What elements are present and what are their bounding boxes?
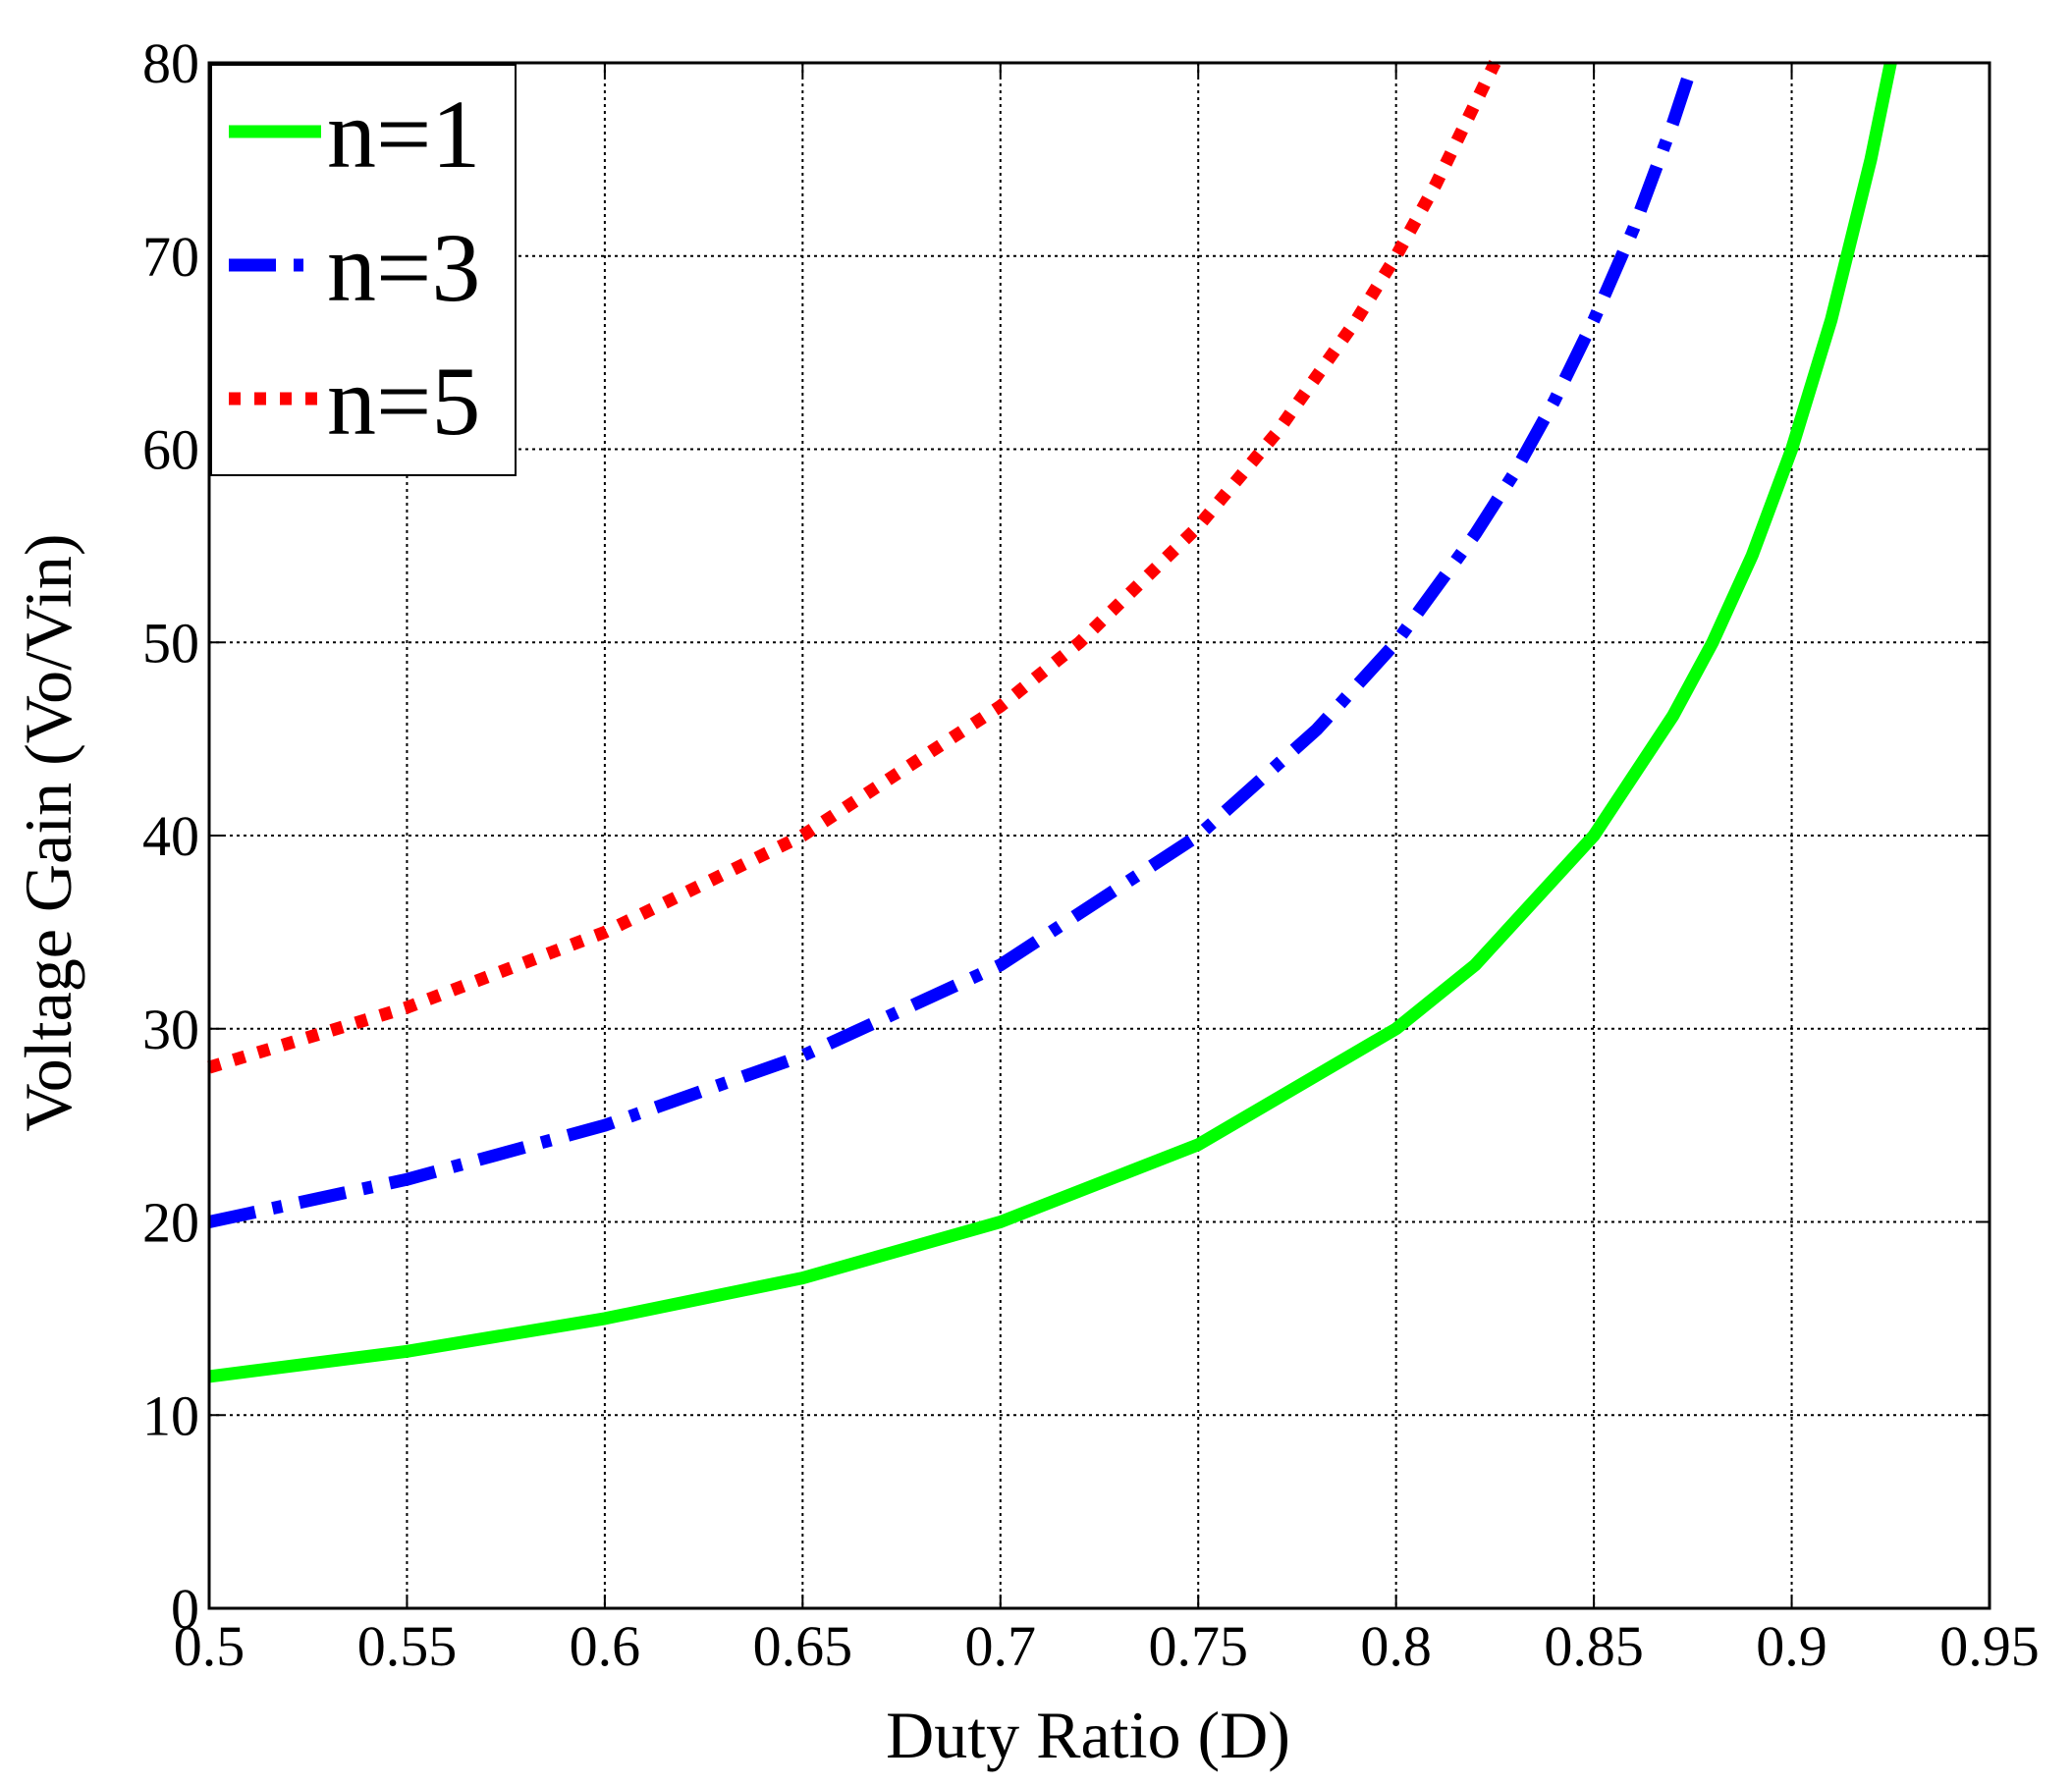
y-tick-label: 60 — [142, 418, 199, 482]
plot-frame — [207, 61, 1991, 1610]
legend-label: n=3 — [327, 213, 480, 322]
x-axis-label: Duty Ratio (D) — [886, 1698, 1290, 1772]
y-axis-label: Voltage Gain (Vo/Vin) — [11, 533, 85, 1131]
y-tick-labels: 0 10 20 30 40 50 60 70 80 — [142, 31, 199, 1641]
x-tick-label: 0.55 — [357, 1614, 458, 1678]
y-tick-label: 70 — [142, 225, 199, 289]
y-tick-label: 0 — [171, 1577, 199, 1641]
x-tick-label: 0.7 — [965, 1614, 1037, 1678]
x-tick-label: 0.5 — [174, 1614, 245, 1678]
series-line-n3 — [207, 60, 1699, 1228]
legend-label: n=1 — [327, 80, 480, 189]
x-tick-label: 0.75 — [1148, 1614, 1248, 1678]
x-tick-label: 0.9 — [1756, 1614, 1827, 1678]
y-tick-label: 80 — [142, 31, 199, 95]
x-tick-label: 0.8 — [1360, 1614, 1432, 1678]
series-line-n5 — [207, 60, 1501, 1074]
y-tick-label: 20 — [142, 1191, 199, 1255]
series-line-n1 — [208, 61, 1897, 1383]
x-tick-label: 0.85 — [1544, 1614, 1644, 1678]
x-tick-labels: 0.5 0.55 0.6 0.65 0.7 0.75 0.8 0.85 0.9 0.95 — [174, 1614, 2040, 1678]
x-tick-label: 0.95 — [1939, 1614, 2040, 1678]
x-tick-label: 0.6 — [570, 1614, 641, 1678]
y-tick-label: 30 — [142, 998, 199, 1061]
y-tick-label: 40 — [142, 804, 199, 868]
legend: n=1 n=3 n=5 — [210, 64, 517, 476]
y-tick-label: 50 — [142, 611, 199, 675]
y-tick-label: 10 — [142, 1383, 199, 1447]
data-series — [207, 60, 1897, 1383]
legend-label: n=5 — [327, 347, 480, 456]
x-tick-label: 0.65 — [753, 1614, 853, 1678]
